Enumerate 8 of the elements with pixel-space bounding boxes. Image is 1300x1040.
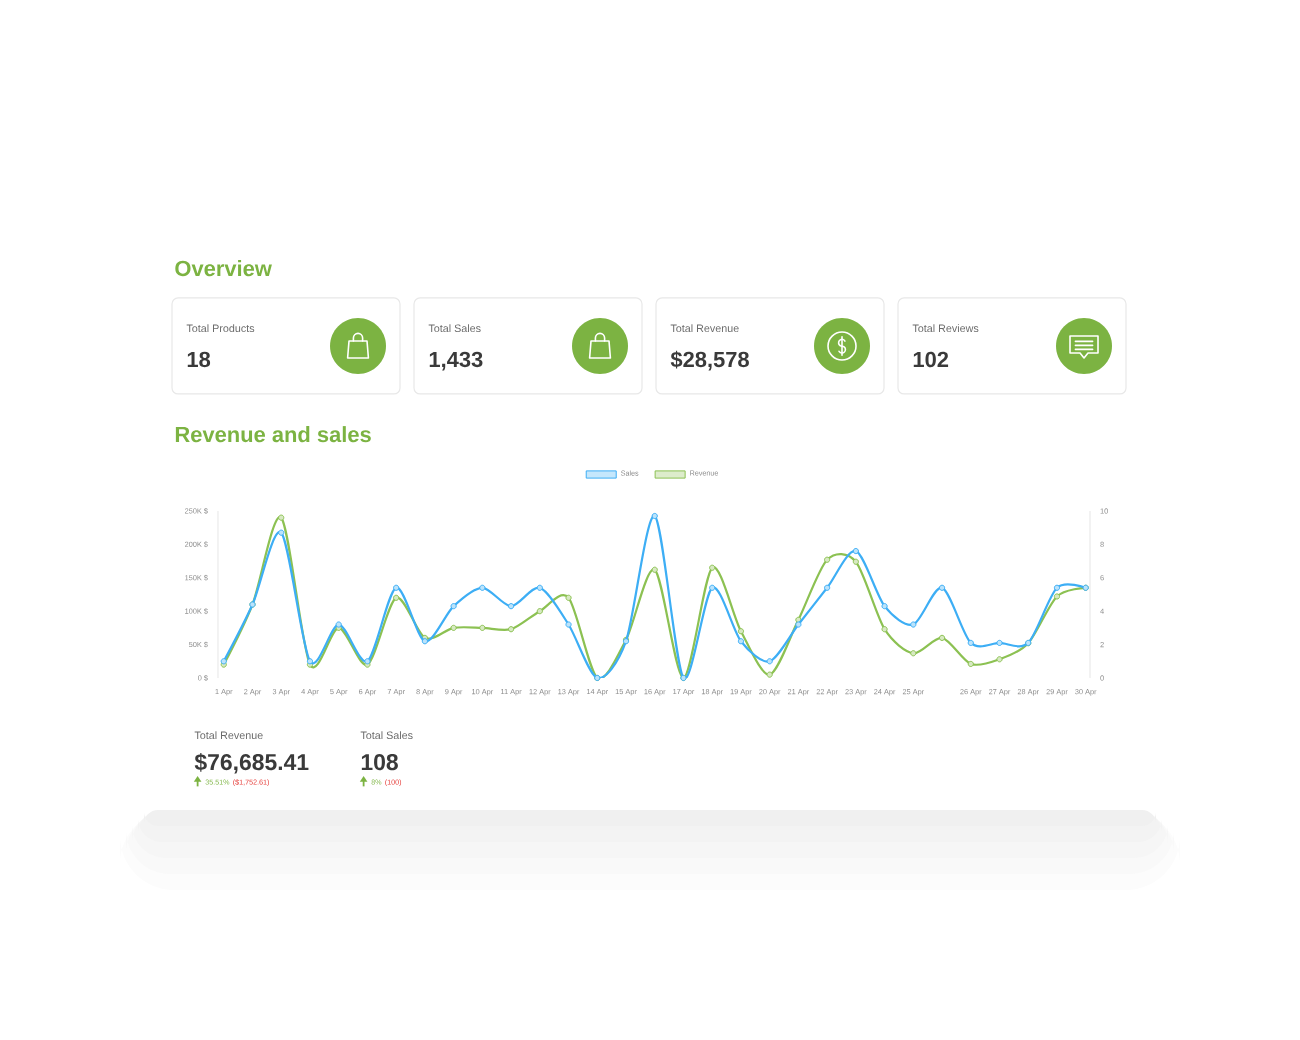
text: 1,433 — [429, 351, 483, 371]
text: 108 — [361, 753, 398, 771]
text: 18 — [187, 351, 211, 368]
text: 102 — [913, 351, 949, 368]
chart-title: Revenue and sales — [175, 426, 371, 443]
text: Overview — [175, 260, 272, 277]
text: $28,578 — [670, 350, 749, 371]
text: $76,685.41 — [194, 752, 309, 774]
